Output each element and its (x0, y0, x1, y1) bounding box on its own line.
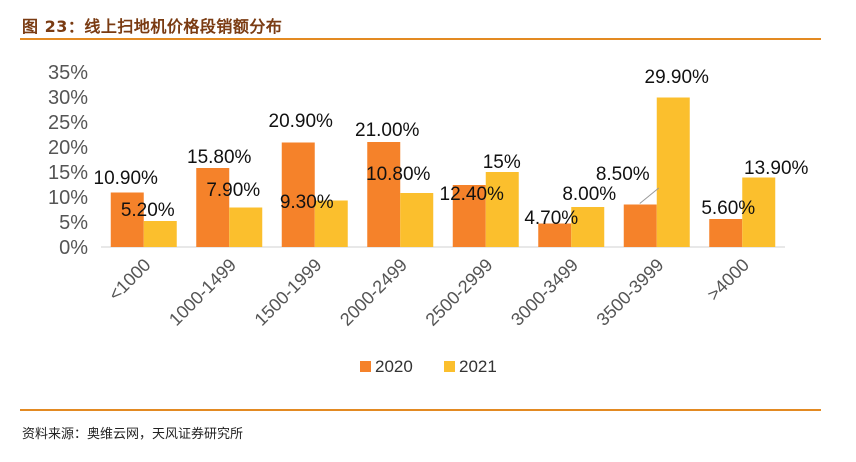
bar-2021-1 (229, 207, 263, 247)
bar-2021-4 (485, 172, 519, 247)
legend-swatch-2021 (444, 361, 455, 372)
legend-swatch-2020 (360, 361, 371, 372)
y-tick-label: 15% (48, 162, 88, 184)
leader-line (639, 187, 660, 204)
y-tick-label: 5% (59, 212, 88, 234)
data-label-2020-6: 8.50% (596, 164, 650, 185)
data-label-2021-6: 29.90% (645, 67, 710, 88)
bar-2020-4 (452, 185, 486, 247)
bar-2021-0 (143, 221, 177, 247)
bar-2020-1 (196, 168, 230, 247)
legend-label-2020: 2020 (375, 357, 413, 376)
bar-2021-2 (314, 200, 348, 247)
x-tick-label: 1500-1999 (251, 255, 326, 330)
x-tick-label: <1000 (105, 255, 155, 305)
x-tick-label: 2000-2499 (336, 255, 411, 330)
data-label-2020-1: 15.80% (187, 147, 252, 168)
source-note: 资料来源：奥维云网，天风证券研究所 (22, 427, 244, 442)
bar-2021-5 (571, 207, 605, 247)
bar-2020-2 (281, 142, 315, 247)
x-tick-label: 3500-3999 (593, 255, 668, 330)
data-label-2020-3: 21.00% (355, 120, 420, 141)
bar-2021-7 (742, 177, 776, 247)
data-label-2021-7: 13.90% (744, 158, 809, 179)
bottom-divider (20, 409, 821, 411)
data-label-2020-7: 5.60% (701, 198, 755, 219)
top-divider (20, 38, 821, 40)
x-tick-label: >4000 (703, 255, 753, 305)
data-label-2020-2: 20.90% (269, 111, 334, 132)
bar-2021-3 (400, 193, 434, 247)
y-tick-label: 10% (48, 187, 88, 209)
x-tick-label: 2500-2999 (422, 255, 497, 330)
bar-2020-3 (367, 142, 401, 247)
data-label-2020-4: 12.40% (440, 184, 505, 205)
bar-2020-5 (538, 223, 572, 247)
y-tick-label: 25% (48, 112, 88, 134)
x-tick-label: 1000-1499 (165, 255, 240, 330)
legend-label-2021: 2021 (459, 357, 497, 376)
data-label-2021-4: 15% (483, 152, 521, 173)
chart-title: 图 23：线上扫地机价格段销额分布 (22, 17, 283, 36)
data-label-2020-5: 4.70% (524, 208, 578, 229)
y-tick-label: 0% (59, 237, 88, 259)
data-label-2021-1: 7.90% (206, 180, 260, 201)
bar-2020-0 (110, 192, 144, 247)
x-tick-label: 3000-3499 (507, 255, 582, 330)
y-tick-label: 30% (48, 87, 88, 109)
bar-2020-6 (623, 204, 657, 247)
y-tick-label: 20% (48, 137, 88, 159)
y-tick-label: 35% (48, 62, 88, 84)
data-label-2021-5: 8.00% (562, 184, 616, 205)
bar-chart: 0% 5% 10% 15% 20% 25% 30% 35% 10.90% 5.20% 15.80% 7… (48, 62, 809, 376)
data-label-2021-3: 10.80% (366, 164, 431, 185)
bar-2021-6 (656, 97, 690, 247)
data-label-2021-0: 5.20% (121, 200, 175, 221)
bar-2020-7 (709, 219, 743, 247)
data-label-2020-0: 10.90% (94, 168, 159, 189)
data-label-2021-2: 9.30% (280, 192, 334, 213)
